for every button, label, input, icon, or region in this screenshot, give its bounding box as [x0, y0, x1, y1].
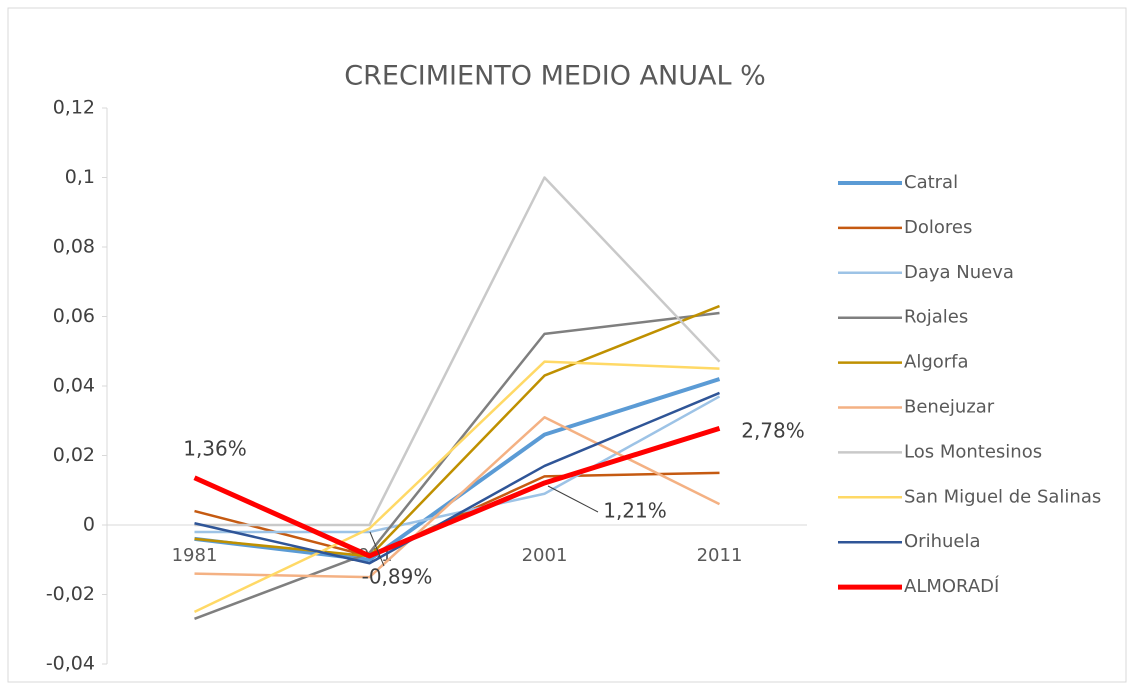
series-line	[194, 395, 721, 534]
data-label: 1,21%	[603, 499, 667, 523]
data-label: -0,89%	[362, 565, 433, 589]
series-line	[194, 416, 721, 579]
data-label: 1,36%	[183, 437, 247, 461]
series-line	[194, 471, 720, 558]
y-tick-label: -0,04	[46, 653, 95, 675]
legend-label: Dolores	[904, 217, 972, 238]
series-line	[194, 391, 720, 565]
legend-label: ALMORADÍ	[904, 575, 999, 597]
y-tick-label: 0,04	[53, 375, 95, 397]
y-tick-label: 0,08	[53, 236, 95, 258]
chart-title: CRECIMIENTO MEDIO ANUAL %	[344, 61, 765, 92]
series-line	[193, 426, 721, 559]
series-line	[194, 304, 720, 558]
series-line	[193, 360, 720, 614]
y-tick-label: -0,02	[46, 583, 95, 605]
x-tick-label: 2001	[522, 545, 568, 566]
x-tick-label: 1981	[172, 545, 218, 566]
legend-label: Algorfa	[904, 352, 969, 373]
y-tick-label: 0,02	[53, 444, 95, 466]
series-line	[194, 311, 720, 620]
x-tick-label: 2011	[697, 545, 743, 566]
legend-label: Catral	[904, 172, 958, 193]
legend-label: Orihuela	[904, 531, 981, 552]
legend-label: Los Montesinos	[904, 441, 1042, 462]
y-tick-label: 0,06	[53, 305, 95, 327]
series-line	[194, 176, 721, 527]
leader-line	[547, 485, 599, 513]
legend-label: Rojales	[904, 307, 968, 328]
legend-label: Benejuzar	[904, 397, 995, 418]
leader-line	[369, 531, 385, 567]
y-tick-label: 0	[83, 514, 95, 536]
data-label: 2,78%	[741, 419, 805, 443]
legend-label: San Miguel de Salinas	[904, 486, 1101, 507]
legend-label: Daya Nueva	[904, 262, 1014, 283]
chart-frame	[7, 7, 1127, 683]
y-tick-label: 0,12	[53, 97, 95, 119]
y-tick-label: 0,1	[65, 166, 95, 188]
